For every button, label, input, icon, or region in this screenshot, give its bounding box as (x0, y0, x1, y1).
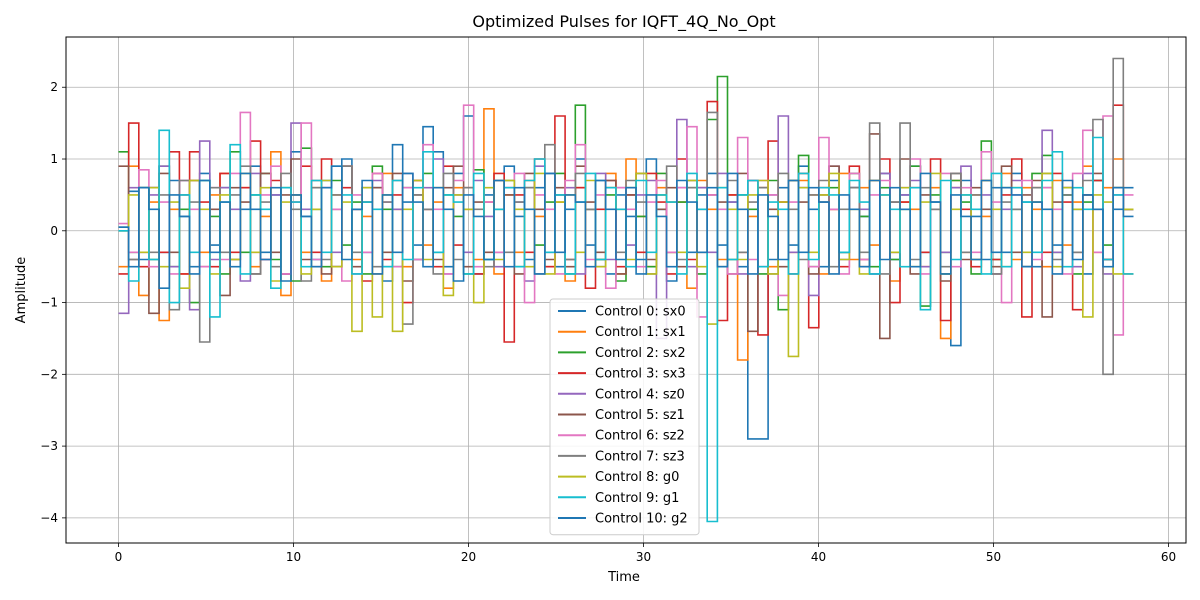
y-tick-label: −2 (40, 367, 58, 381)
legend-label: Control 3: sx3 (595, 367, 686, 382)
legend-label: Control 2: sx2 (595, 346, 686, 361)
x-tick-label: 50 (986, 550, 1001, 564)
legend-label: Control 8: g0 (595, 470, 679, 485)
y-tick-label: 0 (50, 224, 58, 238)
legend-label: Control 7: sz3 (595, 449, 685, 464)
series-line-10 (118, 165, 1134, 289)
y-tick-label: −3 (40, 439, 58, 453)
x-tick-label: 10 (286, 550, 301, 564)
y-tick-label: 1 (50, 152, 58, 166)
legend-label: Control 9: g1 (595, 491, 679, 506)
x-tick-label: 0 (115, 550, 123, 564)
legend: Control 0: sx0 Control 1: sx1 Control 2: s… (549, 298, 700, 536)
series-layer (118, 57, 1134, 523)
x-tick-label: 40 (811, 550, 826, 564)
x-tick-label: 20 (461, 550, 476, 564)
legend-label: Control 10: g2 (595, 512, 688, 527)
axis-ticks: 0 10 20 30 40 50 60 −4 −3 −2 −1 0 1 2 (40, 80, 1176, 564)
legend-box (549, 298, 700, 536)
x-axis-label: Time (607, 570, 640, 585)
legend-label: Control 1: sx1 (595, 325, 686, 340)
y-tick-label: −4 (40, 511, 58, 525)
y-axis-label: Amplitude (14, 257, 29, 324)
legend-label: Control 4: sz0 (595, 387, 685, 402)
x-tick-label: 30 (636, 550, 651, 564)
legend-label: Control 5: sz1 (595, 408, 685, 423)
legend-label: Control 6: sz2 (595, 429, 685, 444)
y-tick-label: −1 (40, 296, 58, 310)
y-tick-label: 2 (50, 80, 58, 94)
x-tick-label: 60 (1161, 550, 1176, 564)
plot-frame (65, 36, 1187, 544)
legend-label: Control 0: sx0 (595, 305, 686, 320)
chart-title: Optimized Pulses for IQFT_4Q_No_Opt (472, 12, 775, 32)
